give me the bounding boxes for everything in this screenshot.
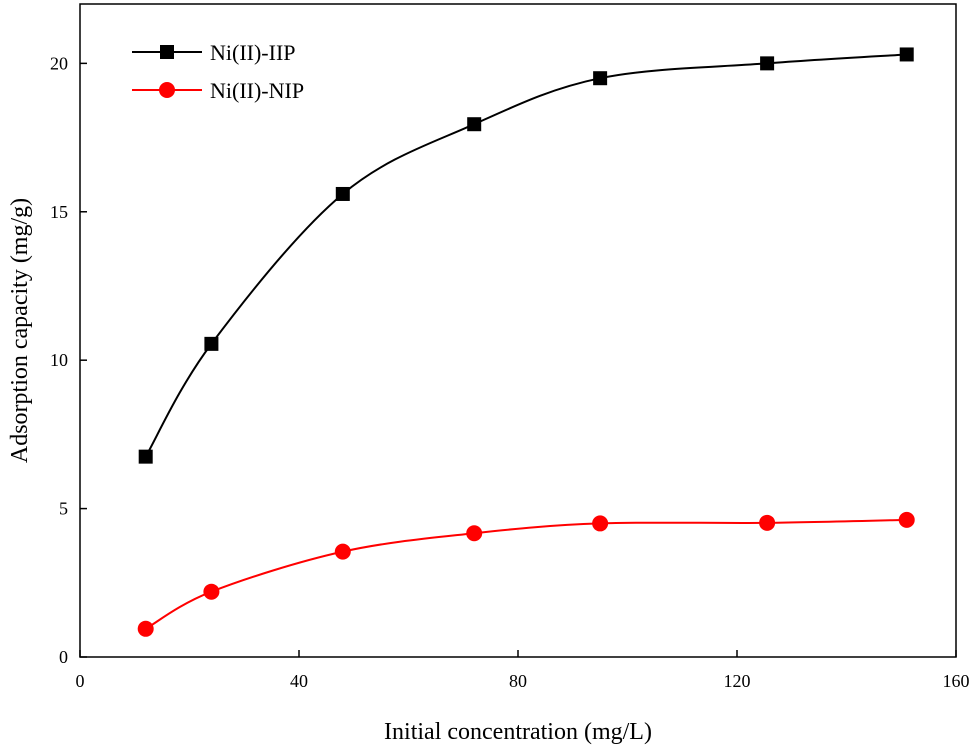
legend-label: Ni(II)-IIP bbox=[210, 40, 296, 65]
x-tick-label: 120 bbox=[724, 671, 751, 691]
legend: Ni(II)-IIP Ni(II)-NIP bbox=[132, 40, 304, 103]
data-point bbox=[335, 186, 350, 201]
data-point bbox=[899, 47, 914, 62]
y-tick-label: 15 bbox=[50, 202, 68, 222]
series-line bbox=[144, 53, 907, 458]
legend-marker bbox=[160, 45, 174, 59]
data-point bbox=[137, 620, 154, 637]
data-point bbox=[760, 56, 775, 71]
data-point bbox=[138, 449, 153, 464]
data-point bbox=[898, 511, 915, 528]
y-axis-title: Adsorption capacity (mg/g) bbox=[7, 198, 33, 463]
x-axis-title: Initial concentration (mg/L) bbox=[384, 719, 652, 745]
series-1 bbox=[138, 47, 914, 464]
series-2 bbox=[137, 511, 915, 637]
data-point bbox=[759, 514, 776, 531]
data-point bbox=[467, 117, 482, 132]
y-tick-label: 0 bbox=[59, 647, 68, 667]
axis-ticks: 0 40 80 120 160 0 5 10 15 20 bbox=[50, 53, 970, 691]
legend-label: Ni(II)-NIP bbox=[210, 78, 304, 103]
x-tick-label: 160 bbox=[943, 671, 970, 691]
x-tick-label: 80 bbox=[509, 671, 527, 691]
data-point bbox=[466, 525, 483, 542]
data-point bbox=[334, 543, 351, 560]
x-tick-label: 40 bbox=[290, 671, 308, 691]
series-line bbox=[145, 518, 907, 630]
data-point bbox=[592, 515, 609, 532]
x-tick-label: 0 bbox=[76, 671, 85, 691]
series-layer bbox=[137, 47, 915, 637]
data-point bbox=[204, 336, 219, 351]
legend-marker bbox=[159, 82, 175, 98]
y-tick-label: 5 bbox=[59, 499, 68, 519]
data-point bbox=[203, 583, 220, 600]
data-point bbox=[593, 71, 608, 86]
y-tick-label: 20 bbox=[50, 53, 68, 73]
y-tick-label: 10 bbox=[50, 350, 68, 370]
